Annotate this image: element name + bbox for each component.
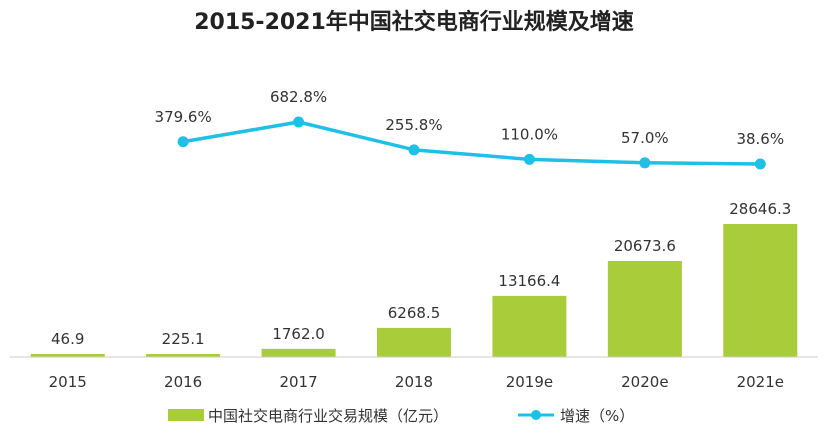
rate-point-2016 — [177, 136, 189, 148]
x-tick-2020e: 2020e — [621, 373, 668, 391]
bar-label-2015: 46.9 — [51, 330, 84, 348]
rate-point-2018 — [408, 144, 420, 156]
bar-2021e — [723, 224, 798, 357]
legend: 中国社交电商行业交易规模（亿元） 增速（%） — [168, 407, 634, 425]
legend-line-marker — [531, 410, 541, 420]
bar-label-2018: 6268.5 — [388, 304, 441, 322]
bar-2019e — [492, 295, 567, 357]
bar-2020e — [607, 261, 682, 357]
growth-rate-line — [182, 120, 761, 166]
rate-point-2020e — [639, 157, 651, 169]
legend-line-label: 增速（%） — [560, 407, 634, 425]
bar-label-2019e: 13166.4 — [498, 272, 560, 290]
bar-2017 — [261, 348, 336, 357]
rate-label-2019e: 110.0% — [501, 125, 558, 143]
growth-rate-points — [177, 116, 766, 170]
bar-2015 — [30, 354, 105, 357]
bar-label-2020e: 20673.6 — [614, 237, 676, 255]
chart-title: 2015-2021年中国社交电商行业规模及增速 — [194, 10, 634, 35]
x-tick-2017: 2017 — [279, 373, 317, 391]
rate-label-2016: 379.6% — [155, 108, 212, 126]
rate-point-2021e — [754, 158, 766, 170]
legend-bar-label: 中国社交电商行业交易规模（亿元） — [208, 407, 448, 425]
bar-label-2021e: 28646.3 — [729, 200, 791, 218]
x-axis-ticks: 2015 2016 2017 2018 2019e 2020e 2021e — [49, 373, 784, 391]
bar-series — [30, 224, 798, 357]
bar-2016 — [146, 354, 221, 357]
x-tick-2019e: 2019e — [506, 373, 553, 391]
rate-point-2017 — [293, 116, 305, 128]
x-tick-2016: 2016 — [164, 373, 202, 391]
bar-2018 — [377, 327, 451, 357]
bar-label-2017: 1762.0 — [272, 325, 325, 343]
rate-label-2020e: 57.0% — [621, 129, 669, 147]
bar-label-2016: 225.1 — [162, 330, 205, 348]
legend-bar-swatch — [168, 409, 204, 421]
x-tick-2018: 2018 — [395, 373, 433, 391]
rate-point-2019e — [523, 153, 535, 165]
x-tick-2021e: 2021e — [737, 373, 784, 391]
rate-label-2018: 255.8% — [385, 116, 442, 134]
rate-label-2021e: 38.6% — [736, 130, 784, 148]
x-tick-2015: 2015 — [49, 373, 87, 391]
bar-data-labels: 46.9 225.1 1762.0 6268.5 13166.4 20673.6 28646… — [51, 200, 791, 348]
rate-label-2017: 682.8% — [270, 88, 327, 106]
growth-rate-labels: 379.6% 682.8% 255.8% 110.0% 57.0% 38.6% — [155, 88, 785, 148]
